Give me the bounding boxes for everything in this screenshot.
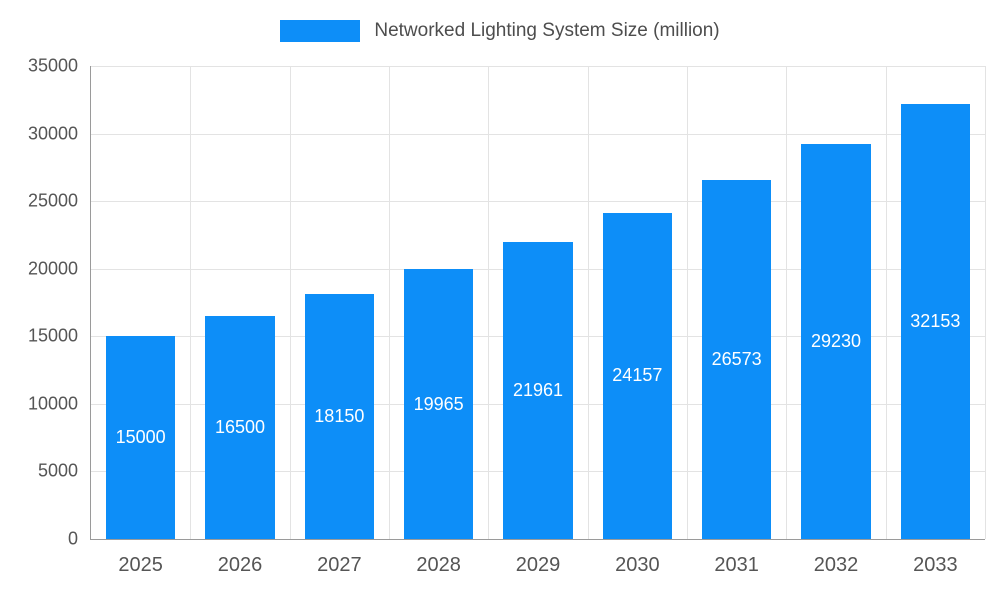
v-gridline [686,66,688,539]
bar-value-label: 16500 [214,417,266,437]
h-gridline [91,66,985,67]
y-axis-tick-label: 10000 [27,393,78,414]
x-axis-tick-label: 2031 [714,554,759,576]
bar-value-label: 21961 [512,380,564,401]
plot-area: 0 5000 10000 15000 20000 25000 30000 35000 15000… [28,56,986,576]
x-axis-tick-label: 2033 [913,554,958,576]
y-axis-tick-label: 5000 [37,460,78,481]
y-axis-tick-label: 35000 [27,55,78,76]
bar-value-label: 29230 [810,330,862,351]
x-axis-tick-label: 2026 [217,554,263,576]
bar-2031: 26573 [701,179,772,539]
bar-value-label: 26573 [711,348,762,369]
x-axis-tick-label: 2032 [813,554,859,576]
h-gridline [91,133,985,135]
x-axis-tick-label: 2025 [118,554,163,576]
x-axis-tick-label: 2029 [515,554,561,576]
bar-2033: 32153 [900,104,971,539]
x-axis-tick-label: 2028 [416,554,461,576]
bar-2030: 24157 [602,212,673,539]
bar-2028: 19965 [403,269,474,539]
bar-2032: 29230 [801,143,871,539]
legend-swatch [280,20,361,42]
bar-2027: 18150 [304,293,375,539]
bar-2029: 21961 [503,242,573,539]
v-gridline [190,66,192,539]
bar-value-label: 24157 [612,365,663,386]
v-gridline [388,66,390,539]
bar-value-label: 32153 [910,311,961,332]
v-gridline [289,66,291,539]
v-gridline [587,66,589,539]
bar-2025: 15000 [105,336,176,539]
v-gridline [885,66,887,539]
h-gridline [91,201,985,203]
x-axis-tick-label: 2030 [615,554,660,576]
v-gridline [786,66,788,539]
legend-label: Networked Lighting System Size (million) [374,20,720,41]
bar-2026: 16500 [205,316,275,539]
y-axis-tick-label: 0 [67,528,78,549]
v-gridline [488,66,490,539]
x-axis-tick-label: 2027 [317,554,362,576]
v-gridline [985,66,986,539]
bar-value-label: 19965 [413,393,464,414]
y-axis-tick-label: 30000 [27,123,78,144]
y-axis-tick-label: 20000 [27,258,78,279]
bar-value-label: 15000 [115,427,166,448]
bar-value-label: 18150 [314,405,365,426]
y-axis-tick-label: 25000 [27,190,78,211]
chart-legend: Networked Lighting System Size (million) [0,17,1000,45]
y-axis-tick-label: 15000 [27,325,78,346]
